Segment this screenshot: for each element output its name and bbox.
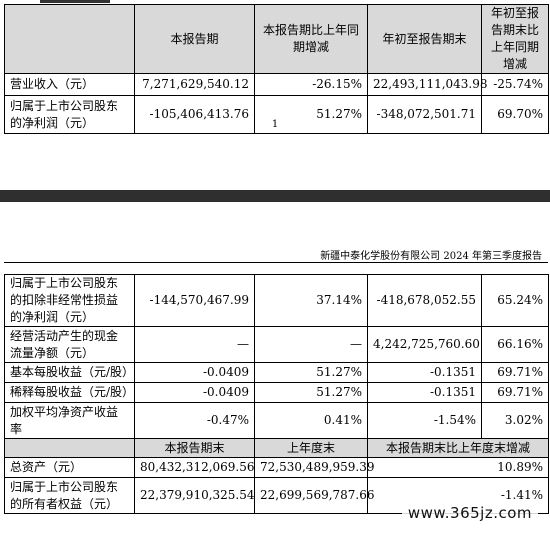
row-label: 归属于上市公司股东的净利润（元） bbox=[4, 95, 135, 134]
cell-current: -105,406,413.76 bbox=[134, 95, 255, 134]
table-row: 归属于上市公司股东的净利润（元） -105,406,413.76 51.27% … bbox=[4, 95, 549, 134]
cell-ytd: -0.1351 bbox=[367, 362, 482, 383]
cell-current: -144,570,467.99 bbox=[134, 274, 255, 327]
cell-change: 10.89% bbox=[367, 457, 549, 478]
header-cell bbox=[4, 438, 135, 458]
cell-yoy: 37.14% bbox=[254, 274, 368, 327]
cell-ytd-yoy: 65.24% bbox=[481, 274, 549, 327]
cell-current: -0.0409 bbox=[134, 362, 255, 383]
header-cell: 本报告期末比上年度末增减 bbox=[367, 438, 549, 458]
cell-prior-year-end: 72,530,489,959.39 bbox=[254, 457, 375, 478]
cell-period-end: 22,379,910,325.54 bbox=[134, 477, 255, 514]
cell-ytd: -0.1351 bbox=[367, 382, 482, 403]
cell-yoy: — bbox=[254, 326, 368, 363]
header-cell: 本报告期末 bbox=[134, 438, 255, 458]
cell-ytd: -418,678,052.55 bbox=[367, 274, 482, 327]
cell-ytd-yoy: 69.71% bbox=[481, 382, 549, 403]
table-header-row: 本报告期 本报告期比上年同期增减 年初至报告期末 年初至报告期末比上年同期增减 bbox=[4, 4, 549, 74]
cell-period-end: 80,432,312,069.56 bbox=[134, 457, 255, 478]
cell-yoy: 51.27% bbox=[254, 95, 368, 134]
table-row: 经营活动产生的现金流量净额（元） — — 4,242,725,760.60 66… bbox=[4, 326, 549, 363]
cell-current: — bbox=[134, 326, 255, 363]
cell-ytd: 22,493,111,043.98 bbox=[367, 73, 488, 96]
row-label: 基本每股收益（元/股） bbox=[4, 362, 135, 383]
table-row: 归属于上市公司股东的扣除非经常性损益的净利润（元） -144,570,467.9… bbox=[4, 274, 549, 327]
cell-ytd-yoy: 3.02% bbox=[481, 402, 549, 439]
row-label: 稀释每股收益（元/股） bbox=[4, 382, 135, 403]
cell-yoy: 0.41% bbox=[254, 402, 368, 439]
cell-ytd-yoy: -25.74% bbox=[481, 73, 549, 96]
table-row: 稀释每股收益（元/股） -0.0409 51.27% -0.1351 69.71… bbox=[4, 382, 549, 403]
previous-page-edge bbox=[0, 0, 550, 4]
cell-current: -0.0409 bbox=[134, 382, 255, 403]
table-row: 总资产（元） 80,432,312,069.56 72,530,489,959.… bbox=[4, 457, 549, 478]
report-header: 新疆中泰化学股份有限公司 2024 年第三季度报告 bbox=[320, 251, 542, 262]
cell-yoy: 51.27% bbox=[254, 362, 368, 383]
header-cell bbox=[4, 4, 135, 74]
cell-ytd: 4,242,725,760.60 bbox=[367, 326, 482, 363]
header-cell: 年初至报告期末比上年同期增减 bbox=[481, 4, 549, 74]
cell-yoy: 51.27% bbox=[254, 382, 368, 403]
header-cell: 上年度末 bbox=[254, 438, 368, 458]
row-label: 归属于上市公司股东的所有者权益（元） bbox=[4, 477, 135, 514]
cell-yoy: -26.15% bbox=[254, 73, 368, 96]
cell-ytd: -1.54% bbox=[367, 402, 482, 439]
table-row: 加权平均净资产收益率 -0.47% 0.41% -1.54% 3.02% bbox=[4, 402, 549, 439]
header-cell: 年初至报告期末 bbox=[367, 4, 482, 74]
cell-prior-year-end: 22,699,569,787.66 bbox=[254, 477, 375, 514]
row-label: 经营活动产生的现金流量净额（元） bbox=[4, 326, 135, 363]
financial-table-bottom: 归属于上市公司股东的扣除非经常性损益的净利润（元） -144,570,467.9… bbox=[4, 274, 549, 514]
cell-ytd-yoy: 69.70% bbox=[481, 95, 549, 134]
row-label: 加权平均净资产收益率 bbox=[4, 402, 135, 439]
table-subheader-row: 本报告期末 上年度末 本报告期末比上年度末增减 bbox=[4, 438, 549, 458]
page-break-band bbox=[0, 190, 550, 202]
financial-table-top: 本报告期 本报告期比上年同期增减 年初至报告期末 年初至报告期末比上年同期增减 … bbox=[4, 4, 549, 134]
watermark: www.365jz.com bbox=[401, 503, 538, 523]
header-cell: 本报告期比上年同期增减 bbox=[254, 4, 368, 74]
header-cell: 本报告期 bbox=[134, 4, 255, 74]
row-label: 营业收入（元） bbox=[4, 73, 135, 96]
cell-current: -0.47% bbox=[134, 402, 255, 439]
cell-current: 7,271,629,540.12 bbox=[134, 73, 255, 96]
page-number: 1 bbox=[271, 119, 279, 130]
cell-ytd-yoy: 66.16% bbox=[481, 326, 549, 363]
row-label: 归属于上市公司股东的扣除非经常性损益的净利润（元） bbox=[4, 274, 135, 327]
table-row: 基本每股收益（元/股） -0.0409 51.27% -0.1351 69.71… bbox=[4, 362, 549, 383]
cell-ytd: -348,072,501.71 bbox=[367, 95, 482, 134]
row-label: 总资产（元） bbox=[4, 457, 135, 478]
cell-ytd-yoy: 69.71% bbox=[481, 362, 549, 383]
table-row: 营业收入（元） 7,271,629,540.12 -26.15% 22,493,… bbox=[4, 73, 549, 96]
header-rule bbox=[4, 262, 548, 263]
